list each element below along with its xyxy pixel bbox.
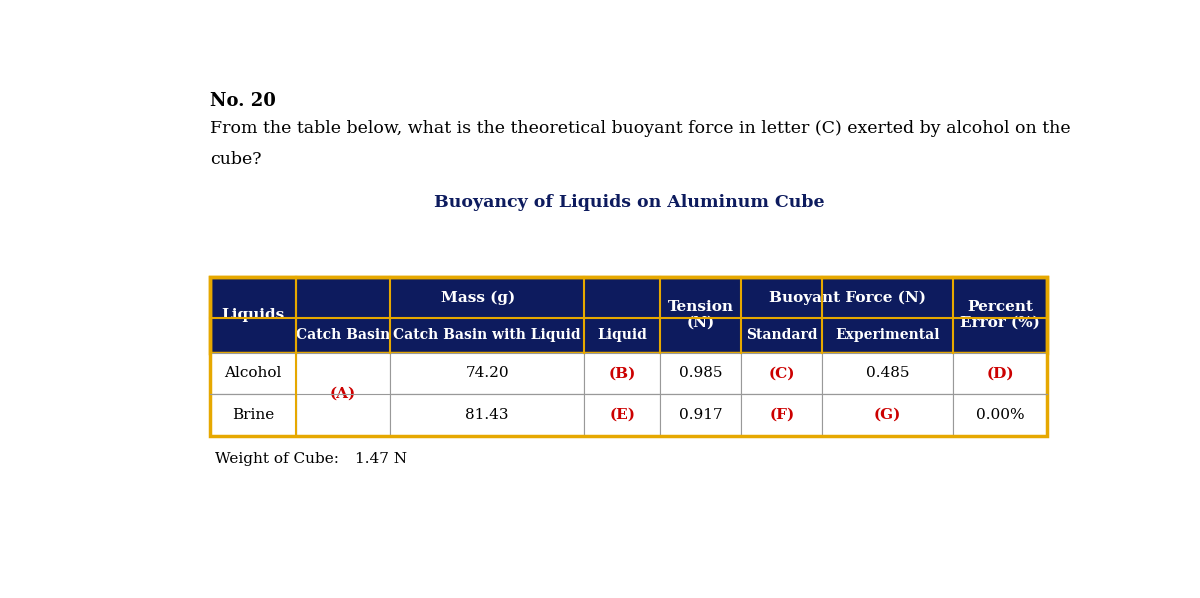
Text: Experimental: Experimental (835, 328, 940, 343)
Bar (390, 394, 584, 435)
Bar (390, 353, 584, 394)
Text: (B): (B) (608, 367, 636, 380)
Bar (742, 353, 822, 394)
Bar (210, 353, 296, 394)
Bar (210, 394, 296, 435)
Text: (D): (D) (986, 367, 1014, 380)
Bar (953, 353, 1048, 394)
Bar (584, 394, 660, 435)
Text: Brine: Brine (232, 408, 275, 422)
Text: 74.20: 74.20 (466, 367, 509, 380)
Text: From the table below, what is the theoretical buoyant force in letter (C) exerte: From the table below, what is the theore… (210, 120, 1072, 137)
Text: Mass (g): Mass (g) (442, 290, 515, 304)
Text: Weight of Cube:: Weight of Cube: (215, 451, 340, 466)
Bar (210, 277, 1048, 353)
Text: 81.43: 81.43 (466, 408, 509, 422)
Text: Standard: Standard (746, 328, 817, 343)
Text: Percent
Error (%): Percent Error (%) (960, 300, 1040, 329)
Text: Tension
(N): Tension (N) (668, 300, 734, 329)
Text: 0.985: 0.985 (679, 367, 722, 380)
Text: Alcohol: Alcohol (224, 367, 282, 380)
Bar (660, 353, 742, 394)
Text: 0.485: 0.485 (866, 367, 910, 380)
Text: 1.47 N: 1.47 N (355, 451, 407, 466)
Text: Liquid: Liquid (598, 328, 647, 343)
Text: (C): (C) (769, 367, 796, 380)
Bar (296, 353, 390, 435)
Text: (E): (E) (610, 408, 635, 422)
Bar (822, 353, 953, 394)
Bar (660, 394, 742, 435)
Text: cube?: cube? (210, 151, 262, 168)
Text: Catch Basin with Liquid: Catch Basin with Liquid (394, 328, 581, 343)
Text: (G): (G) (874, 408, 901, 422)
Text: Buoyancy of Liquids on Aluminum Cube: Buoyancy of Liquids on Aluminum Cube (433, 194, 824, 210)
Text: (F): (F) (769, 408, 794, 422)
Bar (953, 394, 1048, 435)
Bar (822, 394, 953, 435)
Text: Buoyant Force (N): Buoyant Force (N) (769, 290, 925, 304)
Bar (742, 394, 822, 435)
Text: Catch Basin: Catch Basin (296, 328, 390, 343)
Text: Liquids: Liquids (222, 307, 284, 322)
Text: No. 20: No. 20 (210, 93, 276, 111)
Bar (584, 353, 660, 394)
Text: 0.917: 0.917 (679, 408, 722, 422)
Text: 0.00%: 0.00% (976, 408, 1025, 422)
Text: (A): (A) (330, 387, 356, 401)
Bar (210, 277, 1048, 435)
